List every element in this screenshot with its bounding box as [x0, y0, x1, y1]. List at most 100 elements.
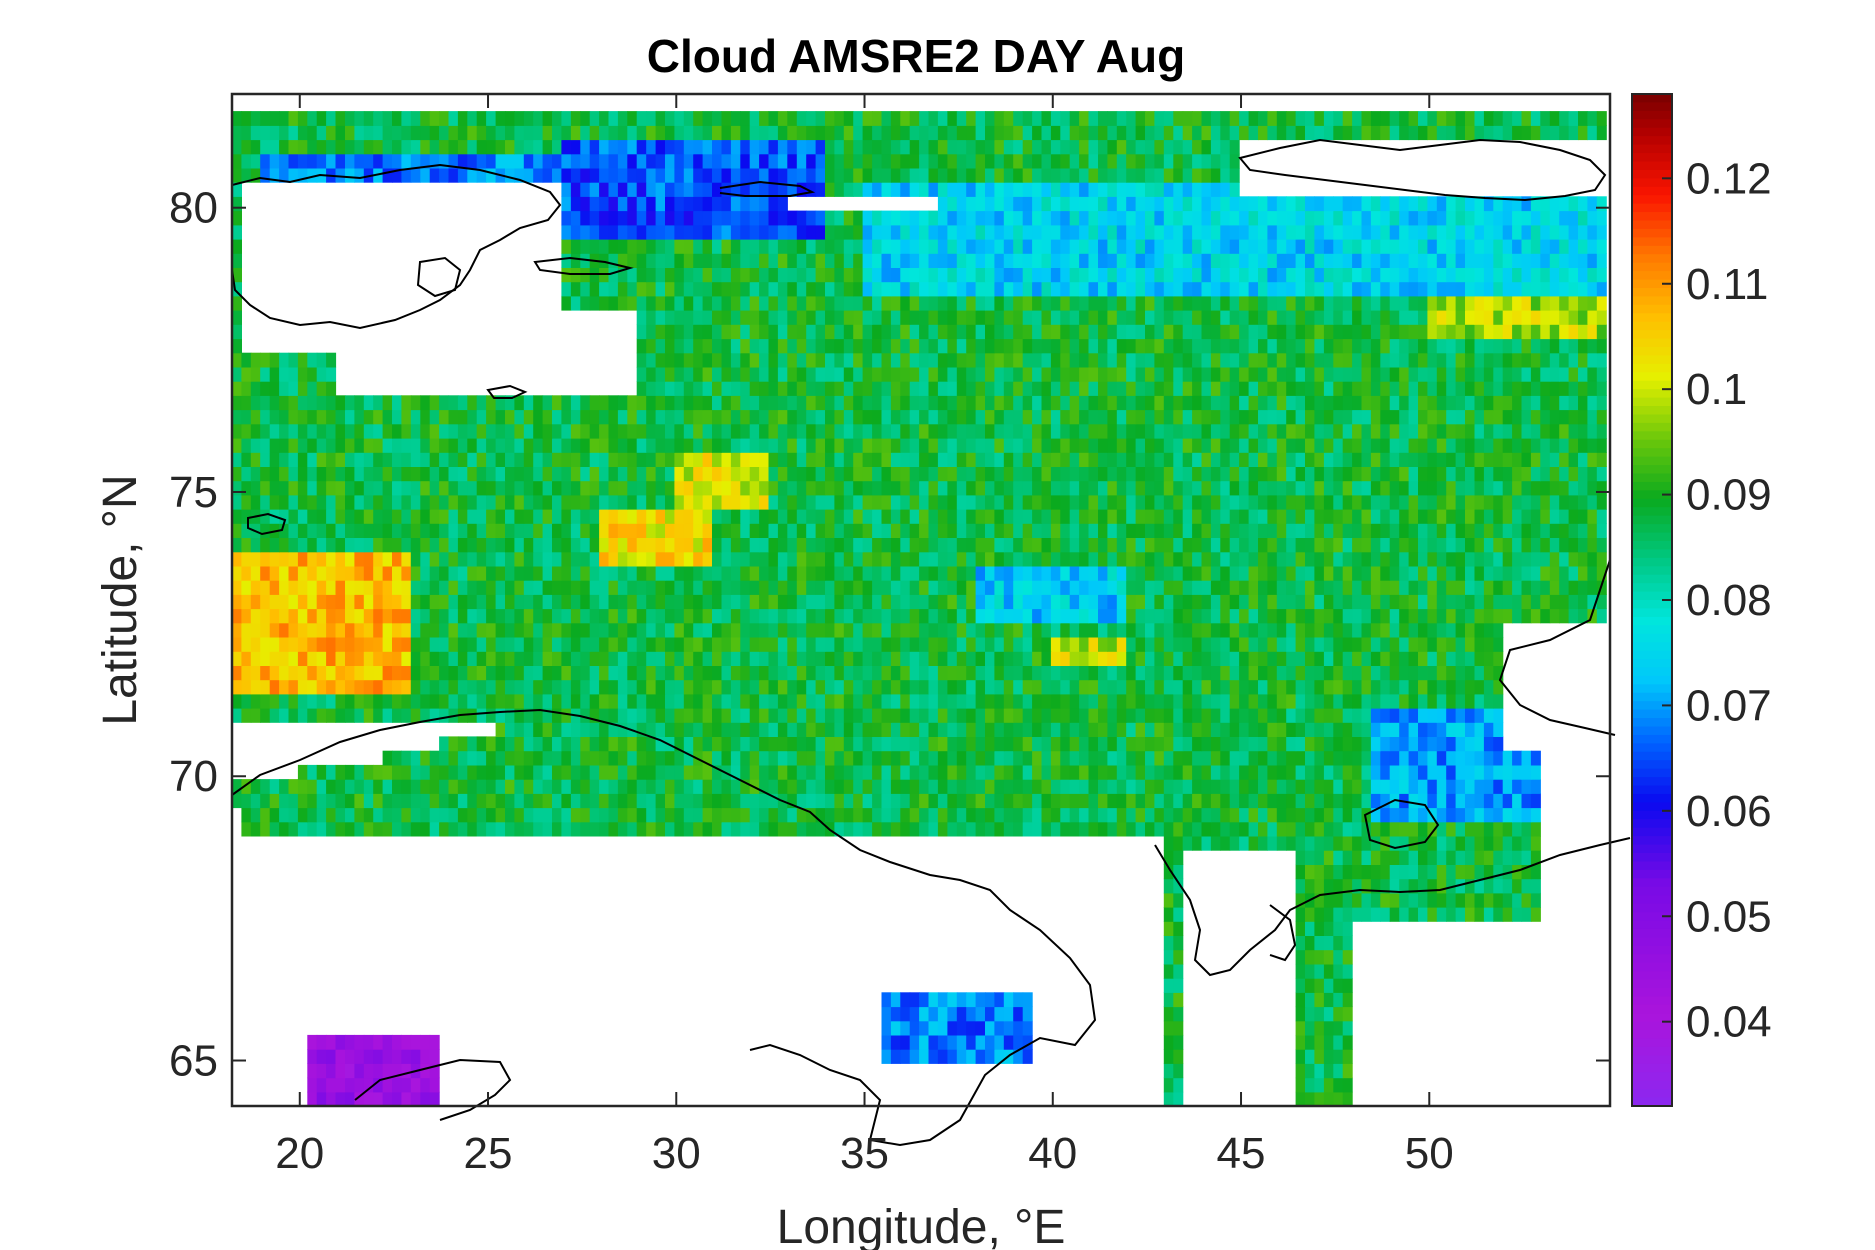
- heatmap-cell: [420, 594, 431, 610]
- heatmap-cell: [1474, 708, 1485, 723]
- heatmap-cell: [523, 622, 534, 638]
- heatmap-cell: [410, 594, 421, 610]
- heatmap-cell: [1455, 594, 1466, 610]
- heatmap-cell: [1192, 665, 1203, 681]
- heatmap-cell: [354, 665, 365, 681]
- heatmap-cell: [1578, 438, 1588, 453]
- heatmap-cell: [890, 992, 901, 1008]
- heatmap-cell: [1314, 637, 1325, 652]
- heatmap-cell: [900, 736, 911, 752]
- heatmap-cell: [1126, 366, 1137, 382]
- heatmap-cell: [956, 551, 967, 567]
- heatmap-cell: [1305, 1077, 1315, 1093]
- heatmap-cell: [1455, 679, 1466, 695]
- heatmap-cell: [1098, 580, 1108, 595]
- heatmap-cell: [1154, 565, 1165, 581]
- heatmap-cell: [646, 693, 657, 709]
- heatmap-cell: [1587, 423, 1598, 439]
- heatmap-cell: [1088, 594, 1099, 610]
- heatmap-cell: [1305, 693, 1315, 709]
- heatmap-cell: [636, 580, 647, 595]
- heatmap-cell: [486, 736, 497, 752]
- heatmap-cell: [1370, 565, 1381, 581]
- heatmap-cell: [975, 992, 986, 1008]
- heatmap-cell: [1314, 1091, 1325, 1107]
- heatmap-cell: [947, 523, 958, 538]
- heatmap-cell: [1192, 423, 1203, 439]
- heatmap-cell: [429, 494, 440, 510]
- heatmap-cell: [373, 779, 384, 794]
- heatmap-cell: [1248, 622, 1259, 638]
- heatmap-cell: [1163, 537, 1174, 553]
- heatmap-cell: [900, 551, 911, 567]
- heatmap-cell: [288, 395, 299, 411]
- heatmap-cell: [1107, 736, 1118, 752]
- heatmap-cell: [580, 821, 591, 837]
- heatmap-cell: [363, 594, 374, 610]
- heatmap-cell: [1210, 835, 1221, 851]
- heatmap-cell: [1098, 466, 1108, 482]
- heatmap-cell: [1389, 423, 1400, 439]
- heatmap-cell: [1210, 452, 1221, 467]
- heatmap-cell: [1455, 764, 1466, 780]
- heatmap-cell: [457, 764, 468, 780]
- heatmap-cell: [552, 537, 562, 553]
- heatmap-cell: [260, 509, 271, 524]
- heatmap-cell: [1408, 523, 1419, 538]
- heatmap-cell: [448, 750, 459, 766]
- heatmap-cell: [570, 651, 581, 666]
- heatmap-cell: [363, 637, 374, 652]
- heatmap-cell: [1512, 438, 1523, 453]
- heatmap-cell: [401, 665, 412, 681]
- heatmap-cell: [260, 381, 271, 396]
- heatmap-cell: [834, 679, 845, 695]
- heatmap-cell: [335, 608, 346, 624]
- heatmap-cell: [1088, 736, 1099, 752]
- heatmap-cell: [1342, 608, 1353, 624]
- heatmap-cell: [693, 438, 704, 453]
- heatmap-cell: [900, 1034, 911, 1050]
- heatmap-cell: [410, 551, 421, 567]
- heatmap-cell: [1173, 1006, 1184, 1022]
- heatmap-cell: [1295, 864, 1306, 880]
- heatmap-cell: [655, 637, 666, 652]
- heatmap-cell: [900, 509, 911, 524]
- heatmap-cell: [373, 480, 384, 496]
- heatmap-cell: [843, 651, 854, 666]
- heatmap-cell: [1418, 551, 1428, 567]
- heatmap-cell: [1060, 452, 1071, 467]
- heatmap-cell: [1342, 892, 1353, 908]
- heatmap-cell: [1220, 622, 1231, 638]
- heatmap-cell: [806, 480, 817, 496]
- heatmap-cell: [1135, 665, 1146, 681]
- heatmap-cell: [1399, 423, 1410, 439]
- heatmap-cell: [1361, 850, 1372, 865]
- heatmap-cell: [392, 1063, 402, 1079]
- heatmap-cell: [1305, 793, 1315, 809]
- heatmap-cell: [1408, 466, 1419, 482]
- heatmap-cell: [1427, 622, 1438, 638]
- heatmap-cell: [232, 708, 242, 723]
- heatmap-cell: [1352, 764, 1363, 780]
- heatmap-cell: [1079, 395, 1090, 411]
- heatmap-cell: [297, 651, 308, 666]
- heatmap-cell: [1399, 693, 1410, 709]
- heatmap-cell: [1465, 892, 1475, 908]
- heatmap-cell: [1399, 594, 1410, 610]
- heatmap-cell: [1041, 452, 1052, 467]
- heatmap-cell: [683, 651, 694, 666]
- heatmap-cell: [1305, 764, 1315, 780]
- heatmap-cell: [787, 565, 798, 581]
- heatmap-cell: [1210, 494, 1221, 510]
- heatmap-cell: [806, 693, 817, 709]
- heatmap-cell: [1013, 395, 1024, 411]
- heatmap-cell: [919, 736, 930, 752]
- heatmap-cell: [1352, 551, 1363, 567]
- heatmap-cell: [392, 637, 402, 652]
- heatmap-cell: [354, 1034, 365, 1050]
- heatmap-cell: [1098, 409, 1108, 425]
- heatmap-cell: [429, 509, 440, 524]
- heatmap-cell: [1286, 679, 1297, 695]
- heatmap-cell: [1163, 992, 1174, 1008]
- heatmap-cell: [890, 409, 901, 425]
